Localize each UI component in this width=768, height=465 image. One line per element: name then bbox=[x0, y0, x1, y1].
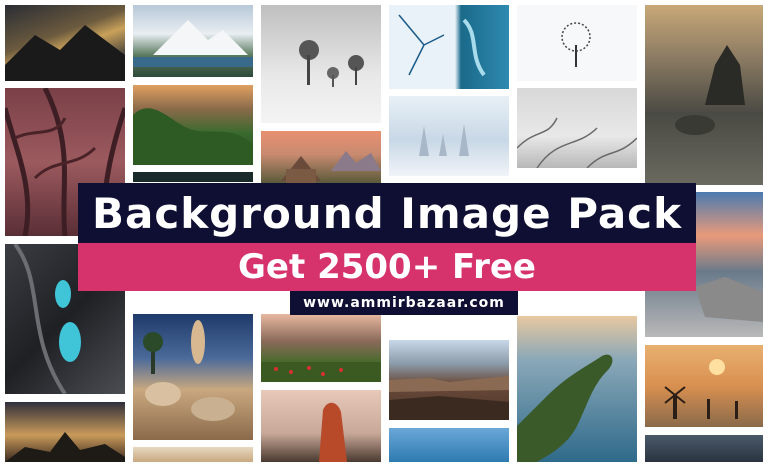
barn-silhouette bbox=[281, 151, 381, 183]
hill-silhouette bbox=[133, 108, 253, 165]
mountain-silhouette bbox=[5, 25, 125, 81]
standing-rock bbox=[143, 320, 235, 421]
sea-stack bbox=[675, 45, 745, 135]
photo-tile-bottom-strip bbox=[133, 447, 253, 462]
photo-tile-canyon bbox=[389, 340, 509, 420]
photo-tile-windmills bbox=[645, 345, 763, 427]
title-banner: Background Image Pack bbox=[78, 183, 696, 243]
bare-tree bbox=[561, 22, 591, 67]
tree-silhouettes bbox=[299, 40, 364, 87]
photo-tile-sea-rocks bbox=[645, 5, 763, 185]
photo-tile-partial-dark bbox=[133, 172, 253, 182]
frost-branches bbox=[517, 117, 637, 168]
canyon-layers bbox=[389, 376, 509, 420]
url-banner[interactable]: www.ammirbazaar.com bbox=[290, 291, 518, 315]
rock-silhouette bbox=[5, 432, 125, 462]
photo-tile-rock-desert bbox=[133, 314, 253, 440]
snow-peak bbox=[133, 20, 253, 67]
photo-tile-sunset-castle bbox=[5, 402, 125, 462]
photo-tile-lone-tree bbox=[517, 5, 637, 81]
photo-tile-frosty-branches bbox=[517, 88, 637, 168]
banner-title: Background Image Pack bbox=[91, 188, 683, 238]
subtitle-banner: Get 2500+ Free bbox=[78, 243, 696, 291]
photo-tile-snowy-forest bbox=[389, 96, 509, 176]
photo-tile-green-valley bbox=[133, 85, 253, 165]
ice-cracks bbox=[398, 14, 486, 77]
banner-subtitle: Get 2500+ Free bbox=[238, 247, 536, 287]
photo-tile-stormy-mountain bbox=[5, 5, 125, 81]
photo-tile-ice-texture bbox=[389, 5, 509, 89]
photo-tile-ocean-island bbox=[389, 428, 509, 462]
photo-tile-coastal-cliffs bbox=[517, 316, 637, 462]
photo-tile-dark-bottom bbox=[645, 435, 763, 462]
photo-tile-sunset-coast bbox=[261, 314, 381, 382]
website-link[interactable]: www.ammirbazaar.com bbox=[303, 295, 505, 311]
photo-tile-mountain-barn bbox=[261, 131, 381, 183]
cliff-island bbox=[517, 354, 613, 462]
rock-slab bbox=[695, 277, 763, 322]
photo-tile-misty-trees bbox=[261, 5, 381, 123]
red-rock-formation bbox=[319, 402, 347, 462]
flower-field bbox=[261, 362, 381, 382]
photo-tile-red-rock bbox=[261, 390, 381, 462]
photo-tile-snow-peak-lake bbox=[133, 5, 253, 77]
frosted-trees bbox=[419, 124, 469, 156]
lake-shapes bbox=[13, 244, 81, 394]
windmill-silhouettes bbox=[664, 359, 738, 419]
